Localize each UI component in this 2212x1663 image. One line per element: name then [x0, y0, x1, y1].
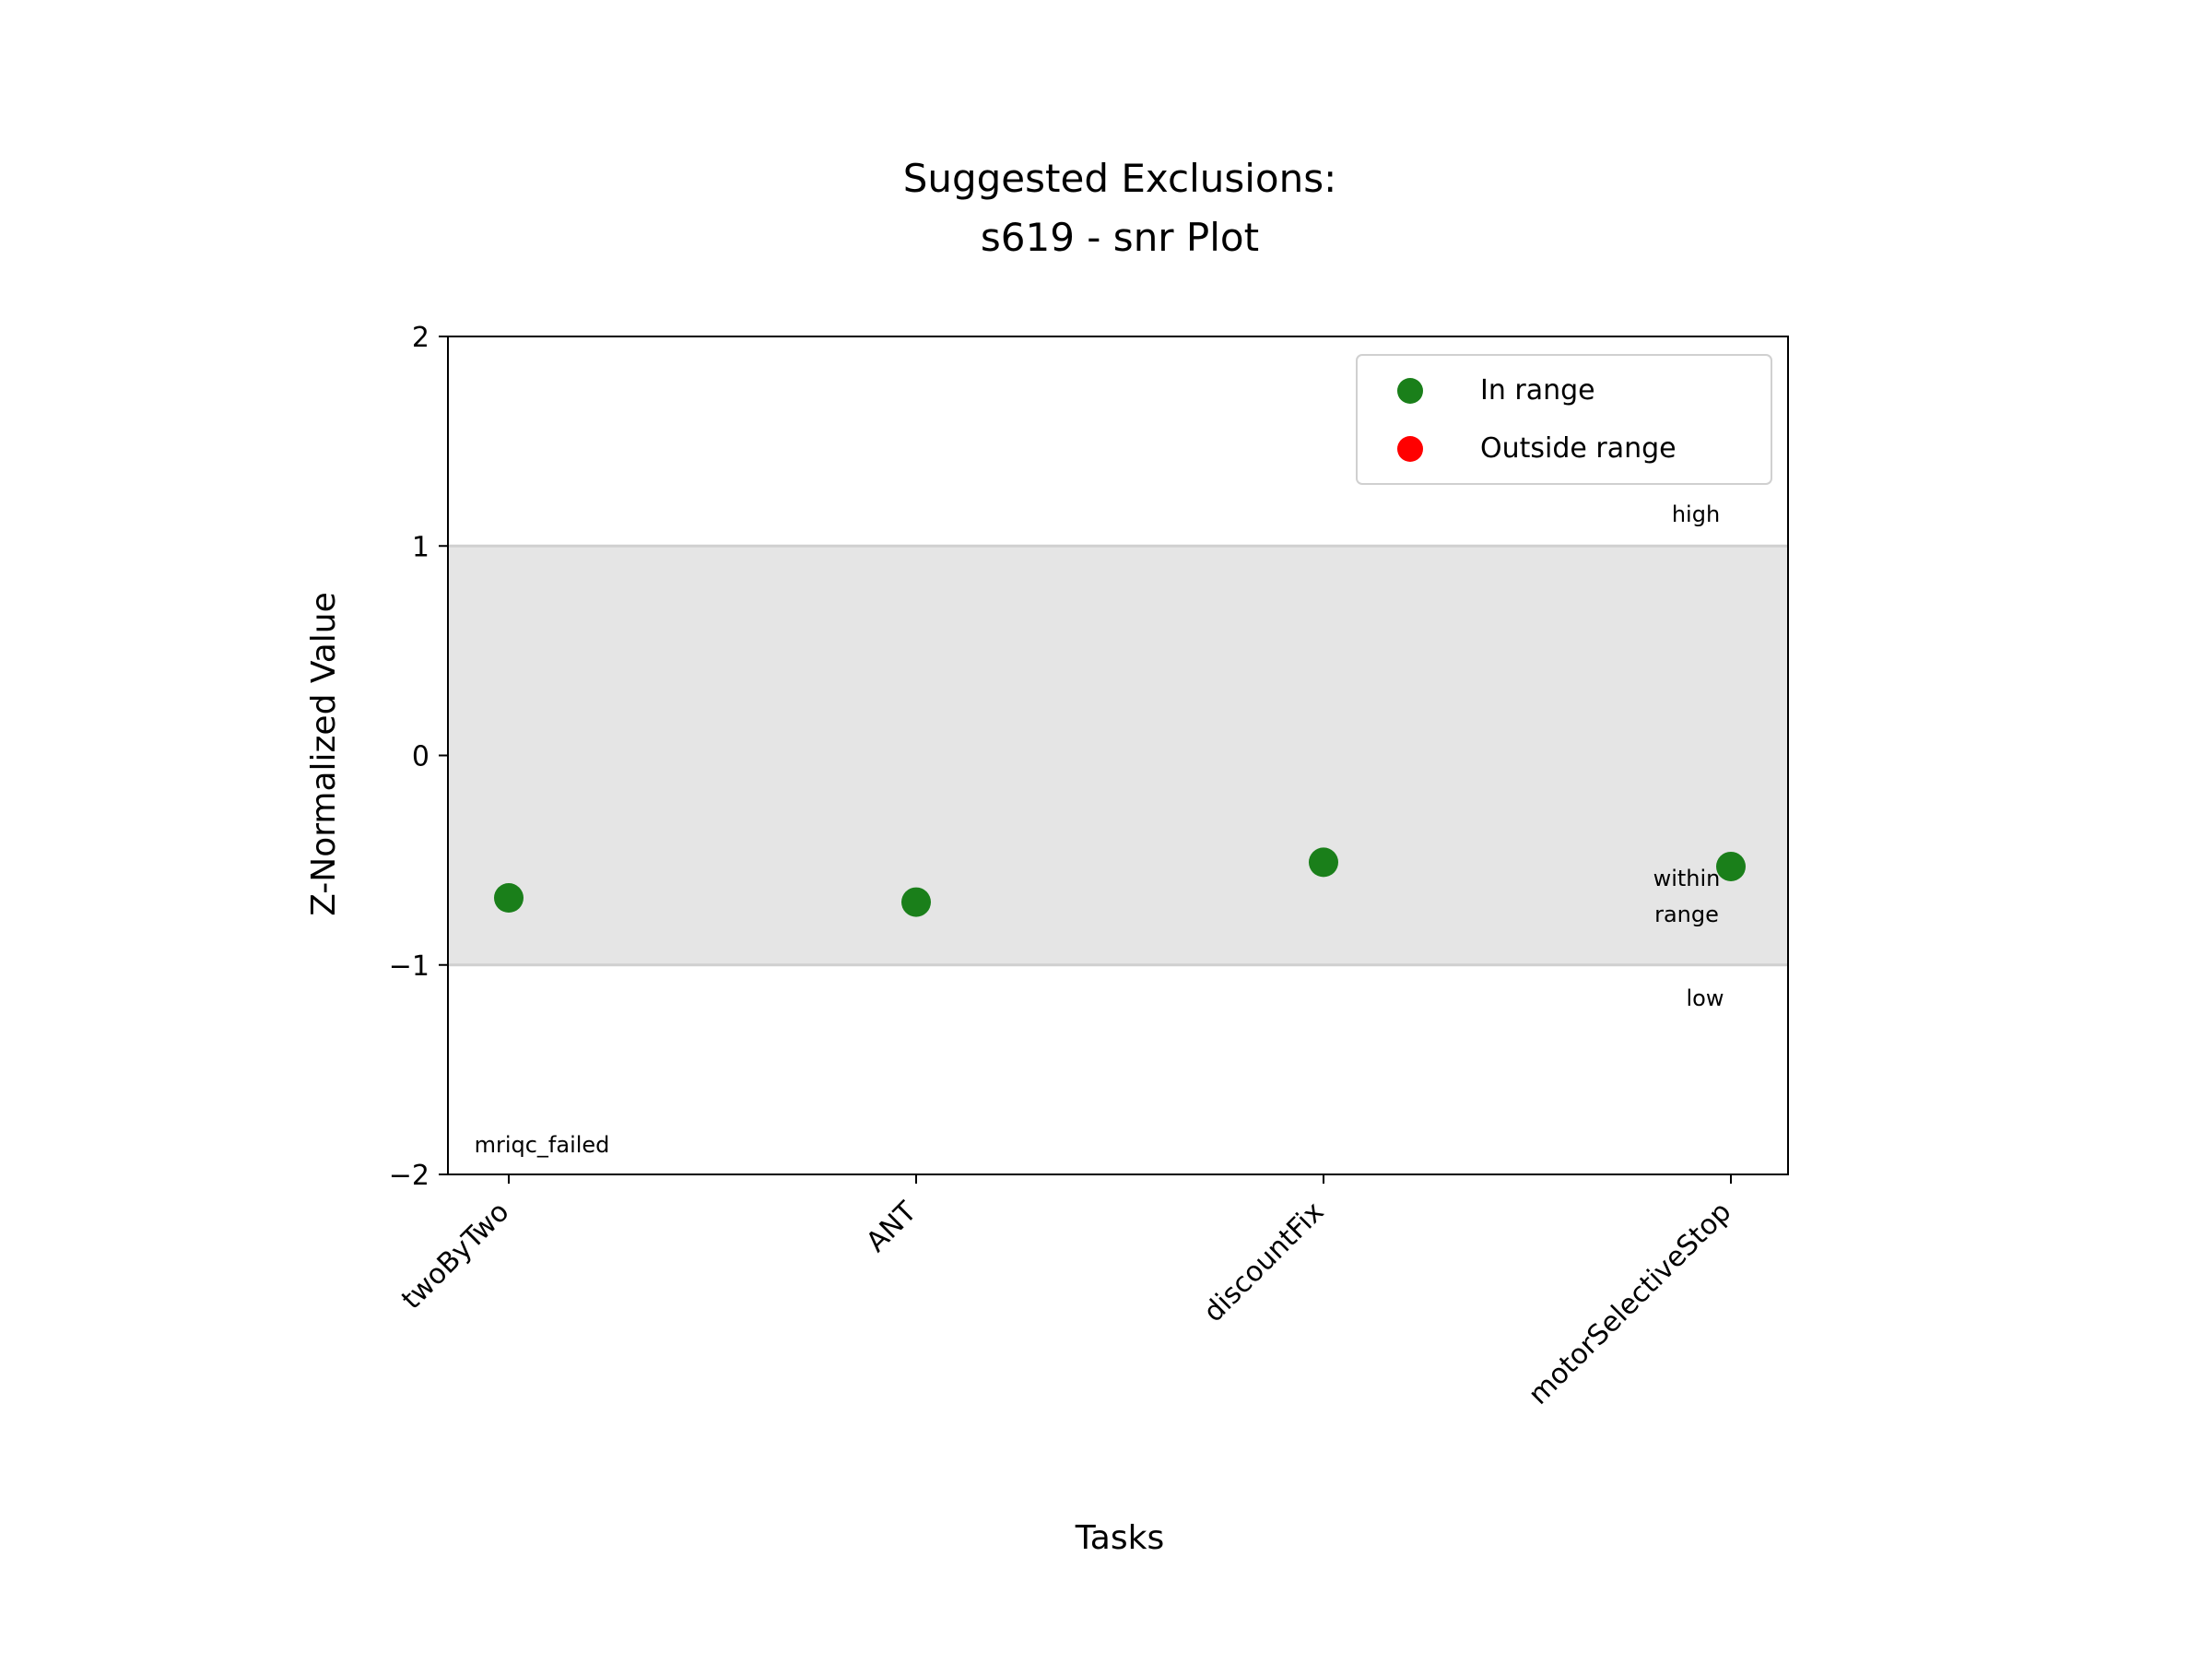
- x-tick-label: ANT: [860, 1196, 924, 1259]
- data-point: [1309, 847, 1338, 878]
- legend-marker-in-range: [1397, 378, 1423, 404]
- y-tick-label: 0: [412, 741, 429, 773]
- y-axis-label: Z-Normalized Value: [305, 592, 343, 915]
- within-range-band: [448, 546, 1788, 965]
- chart-title-line2: s619 - snr Plot: [981, 215, 1259, 260]
- x-axis-ticks: twoByTwo ANT discountFix motorSelectiveStop: [395, 1174, 1737, 1411]
- data-point: [494, 883, 524, 914]
- y-tick-label: −1: [389, 950, 429, 983]
- x-tick-label: twoByTwo: [395, 1196, 515, 1315]
- chart-title-line1: Suggested Exclusions:: [903, 156, 1337, 201]
- data-point: [1716, 851, 1746, 881]
- y-tick-label: 1: [412, 531, 429, 563]
- scatter-points: [494, 847, 1746, 917]
- annotation-low: low: [1687, 985, 1724, 1011]
- legend-marker-outside-range: [1397, 436, 1423, 462]
- annotation-within: within: [1653, 866, 1721, 891]
- data-point: [901, 887, 931, 917]
- legend-label-outside-range: Outside range: [1480, 432, 1677, 465]
- y-tick-label: −2: [389, 1160, 429, 1192]
- legend-label-in-range: In range: [1480, 374, 1595, 407]
- x-tick-label: discountFix: [1197, 1196, 1330, 1328]
- y-axis-ticks: −2 −1 0 1 2: [389, 322, 448, 1192]
- annotation-mriqc-failed: mriqc_failed: [475, 1132, 610, 1158]
- legend-box: [1356, 354, 1772, 485]
- legend: In range Outside range: [1356, 354, 1772, 485]
- annotation-range: range: [1654, 902, 1719, 927]
- x-axis-label: Tasks: [1075, 1519, 1164, 1557]
- y-tick-label: 2: [412, 322, 429, 354]
- x-tick-label: motorSelectiveStop: [1523, 1196, 1738, 1411]
- annotation-high: high: [1672, 501, 1720, 527]
